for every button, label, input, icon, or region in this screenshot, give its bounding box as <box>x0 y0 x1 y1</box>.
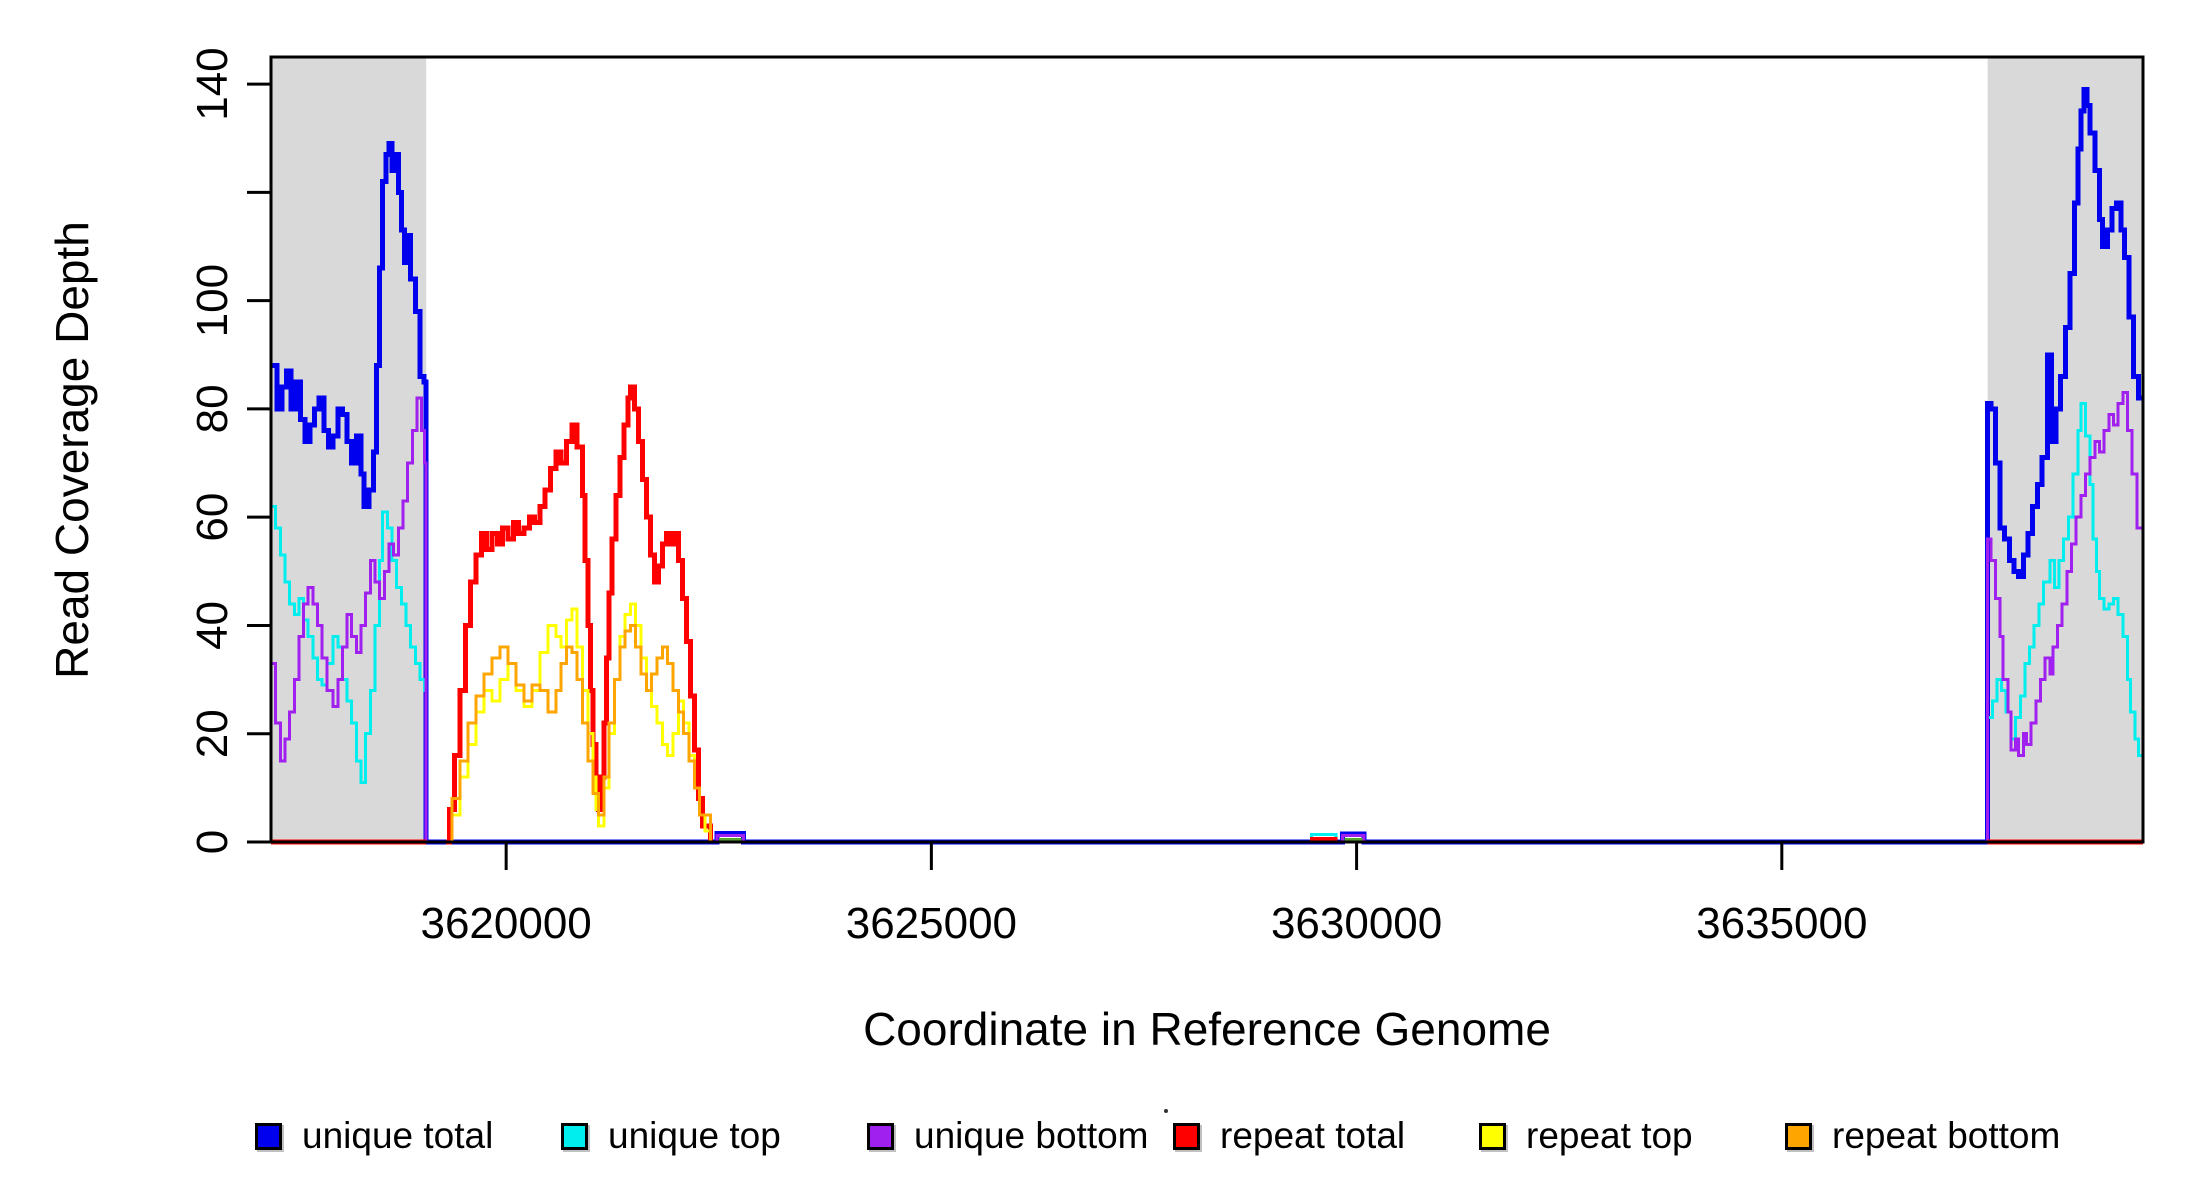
series-repeat-bottom <box>445 623 712 844</box>
legend-item-label: repeat total <box>1220 1115 1406 1156</box>
legend-item-unique-top: unique top <box>561 1115 867 1157</box>
unique-bottom-swatch-icon <box>867 1122 894 1150</box>
series-repeat-top <box>445 602 712 844</box>
y-tick-label: 60 <box>188 493 237 542</box>
x-tick-label: 3620000 <box>420 899 591 948</box>
plot-box <box>269 55 2145 844</box>
legend-item-label: unique total <box>302 1115 494 1156</box>
y-tick-label: 40 <box>188 601 237 650</box>
repeat-bottom-swatch-icon <box>1785 1122 1812 1150</box>
axes: 3620000 3625000 3630000 3635000 0 20 40 60 80 100… <box>188 47 2145 948</box>
legend-item-repeat-bottom: repeat bottom <box>1785 1115 2091 1157</box>
legend-item-repeat-total: repeat total <box>1173 1115 1479 1157</box>
legend-item-label: unique bottom <box>914 1115 1149 1156</box>
legend-item-label: unique top <box>608 1115 781 1156</box>
x-tick-label: 3625000 <box>846 899 1017 948</box>
x-tick-label: 3630000 <box>1271 899 1442 948</box>
shaded-region <box>1987 57 2143 842</box>
legend: unique total unique top unique bottom re… <box>255 1108 2125 1164</box>
series-lines <box>271 86 2145 845</box>
stray-dot <box>1164 1109 1168 1113</box>
legend-item-repeat-top: repeat top <box>1479 1115 1785 1157</box>
series-repeat-total <box>445 384 713 845</box>
repeat-total-swatch-icon <box>1173 1122 1200 1150</box>
y-axis-title: Read Coverage Depth <box>46 221 98 679</box>
series-unique-bottom <box>271 391 2145 844</box>
y-tick-label: 140 <box>188 47 237 120</box>
x-tick-label: 3635000 <box>1696 899 1867 948</box>
repeat-top-swatch-icon <box>1479 1122 1506 1150</box>
shaded-regions <box>271 57 2143 842</box>
x-axis-title: Coordinate in Reference Genome <box>863 1003 1551 1055</box>
legend-item-unique-bottom: unique bottom <box>867 1115 1173 1157</box>
y-tick-label: 100 <box>188 264 237 337</box>
y-tick-label: 0 <box>188 830 237 854</box>
legend-item-unique-total: unique total <box>255 1115 561 1157</box>
series-unique-total <box>271 86 2143 845</box>
y-tick-label: 20 <box>188 709 237 758</box>
unique-total-swatch-icon <box>255 1122 282 1150</box>
unique-top-swatch-icon <box>561 1122 588 1150</box>
legend-item-label: repeat top <box>1526 1115 1693 1156</box>
y-tick-label: 80 <box>188 384 237 433</box>
legend-item-label: repeat bottom <box>1832 1115 2061 1156</box>
shaded-region <box>271 57 427 842</box>
